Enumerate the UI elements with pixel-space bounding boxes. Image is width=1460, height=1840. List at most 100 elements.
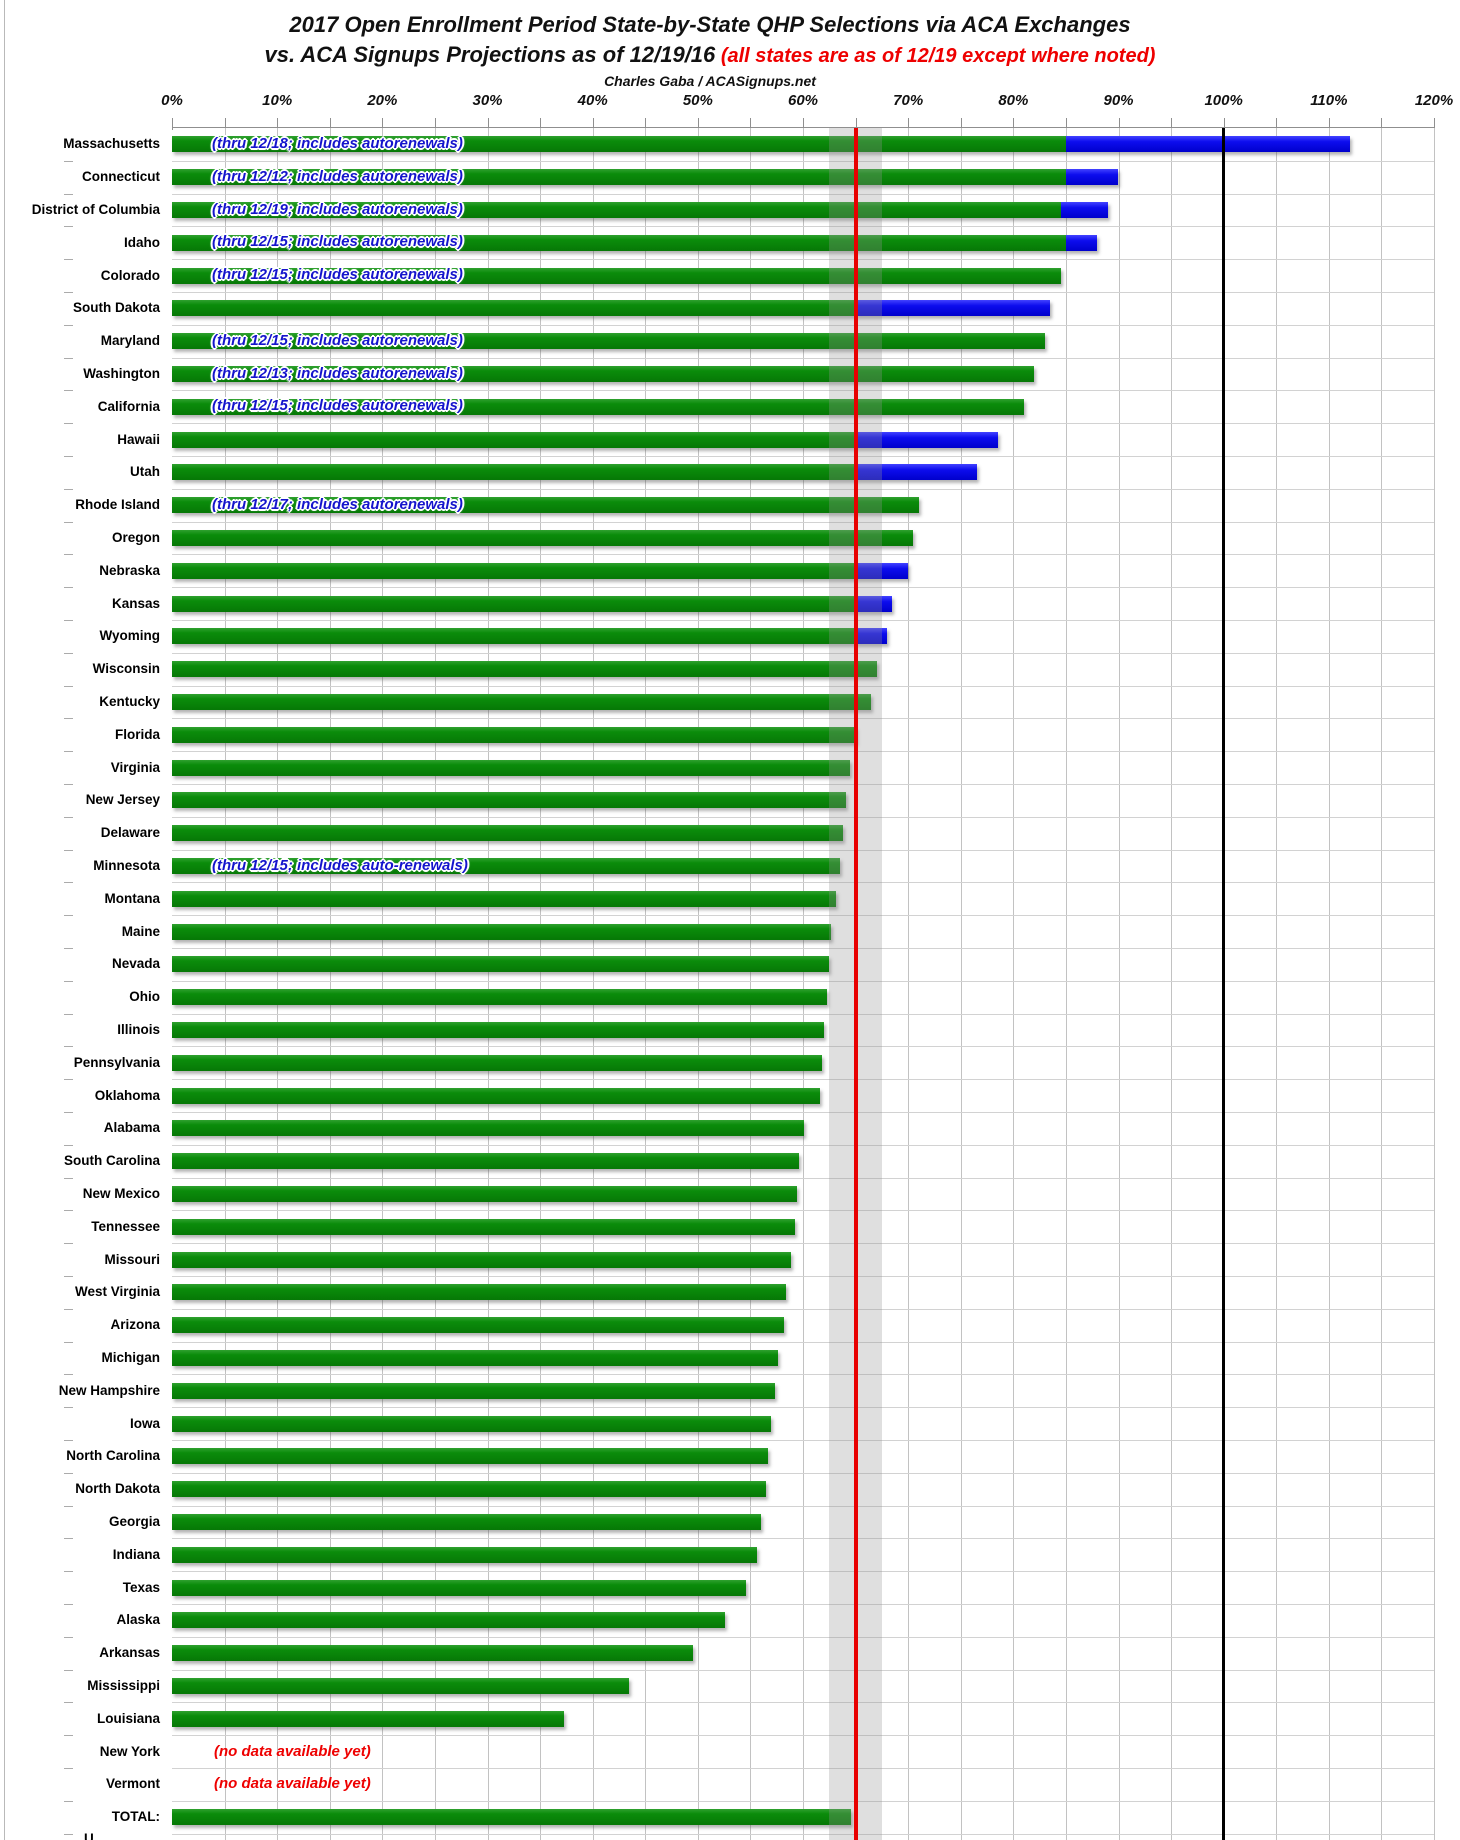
state-label: Minnesota — [93, 858, 160, 873]
x-axis-tick-mark — [1013, 118, 1015, 130]
vertical-gridline — [697, 128, 699, 1840]
state-label: New Mexico — [82, 1186, 160, 1201]
bar-reported — [172, 300, 856, 317]
vertical-gridline — [1381, 128, 1383, 1840]
bar-reported — [172, 1022, 825, 1038]
state-label: Hawaii — [117, 431, 160, 447]
row-boundary-tick — [64, 357, 73, 359]
row-boundary-tick — [64, 685, 73, 687]
x-axis-tick-mark — [1381, 118, 1383, 130]
state-label: Georgia — [108, 1514, 160, 1529]
state-label: Idaho — [124, 234, 160, 250]
row-boundary-gridline — [172, 915, 1434, 917]
x-axis-tick-mark — [908, 118, 910, 130]
row-boundary-gridline — [172, 587, 1434, 589]
x-axis-tick-mark — [1118, 118, 1120, 130]
state-label: South Carolina — [63, 1153, 160, 1169]
x-axis-tick-label: 50% — [682, 92, 713, 109]
row-boundary-tick — [64, 1341, 73, 1343]
row-boundary-tick — [64, 882, 73, 884]
no-data-text: (no data available yet) — [214, 1775, 371, 1793]
bar-reported — [172, 628, 856, 645]
bar-reported — [172, 1186, 797, 1202]
row-boundary-gridline — [172, 751, 1434, 753]
no-data-text: (no data available yet) — [214, 1742, 371, 1760]
state-label: New York — [99, 1743, 160, 1759]
bar-reported — [172, 1710, 565, 1727]
row-boundary-gridline — [172, 1800, 1434, 1802]
bar-note-text: (thru 12/19; includes autorenewals) — [212, 200, 463, 218]
vertical-gridline — [645, 128, 647, 1840]
row-boundary-gridline — [172, 1440, 1434, 1441]
state-label: Pennsylvania — [73, 1054, 160, 1070]
bar-reported — [172, 431, 856, 448]
state-label: Alaska — [116, 1612, 160, 1628]
row-boundary-gridline — [172, 1505, 1434, 1507]
bar-reported — [172, 1579, 747, 1596]
bar-note-text: (thru 12/15; includes autorenewals) — [212, 331, 463, 349]
state-label: Oregon — [111, 530, 160, 545]
bar-reported — [172, 497, 919, 514]
bar-reported — [172, 858, 840, 874]
x-axis-tick-mark — [382, 118, 384, 130]
row-boundary-tick — [64, 1308, 73, 1310]
bar-additional — [855, 595, 893, 612]
state-label: Maine — [121, 923, 160, 939]
row-boundary-gridline — [172, 488, 1434, 490]
x-axis-tick-label: 0% — [161, 92, 183, 109]
row-boundary-tick — [64, 1276, 73, 1277]
bar-reported — [172, 562, 856, 579]
chart-attribution: Charles Gaba / ACASignups.net — [604, 73, 816, 89]
row-boundary-tick — [64, 1768, 73, 1769]
bar-note-text: (thru 12/18; includes autorenewals) — [212, 134, 463, 152]
bar-reported — [172, 464, 856, 481]
bar-additional — [1060, 202, 1108, 218]
row-boundary-gridline — [172, 1112, 1434, 1113]
state-label: Florida — [114, 726, 160, 742]
row-boundary-gridline — [172, 816, 1434, 818]
state-label: Rhode Island — [75, 497, 160, 513]
bar-reported — [172, 890, 836, 907]
vertical-gridline — [803, 128, 804, 1840]
row-boundary-gridline — [172, 357, 1434, 359]
row-boundary-gridline — [172, 1768, 1434, 1769]
state-label: Indiana — [112, 1546, 160, 1562]
x-axis-tick-mark — [960, 118, 962, 130]
row-boundary-gridline — [172, 456, 1434, 457]
bar-reported — [172, 1514, 761, 1530]
vertical-gridline — [540, 128, 542, 1840]
vertical-gridline — [382, 128, 384, 1840]
bar-reported — [172, 1350, 778, 1366]
x-axis-tick-mark — [1065, 118, 1067, 130]
bar-reported — [172, 333, 1045, 350]
state-label: Michigan — [101, 1350, 160, 1365]
row-boundary-tick — [64, 1243, 73, 1245]
x-axis-tick-mark — [172, 118, 173, 130]
state-label: New Jersey — [85, 792, 160, 808]
row-boundary-tick — [64, 816, 73, 818]
row-boundary-gridline — [172, 1374, 1434, 1376]
x-axis-tick-mark — [1434, 118, 1435, 130]
x-axis-tick-mark — [1171, 118, 1173, 130]
bar-reported — [172, 398, 1024, 415]
state-label: Nebraska — [99, 562, 160, 578]
x-axis-tick-label: 70% — [893, 92, 924, 109]
row-boundary-tick — [64, 718, 73, 720]
state-label: TOTAL: — [111, 1809, 160, 1825]
row-boundary-tick — [64, 784, 73, 785]
row-boundary-tick — [64, 423, 73, 425]
bar-reported — [172, 530, 914, 546]
row-boundary-gridline — [172, 882, 1434, 884]
bar-additional — [855, 562, 909, 579]
row-boundary-tick — [64, 259, 73, 261]
state-label: Wyoming — [99, 628, 161, 644]
state-label: Delaware — [100, 825, 160, 841]
state-label: Texas — [122, 1579, 160, 1595]
row-boundary-gridline — [172, 1702, 1434, 1704]
x-axis-tick-label: 40% — [577, 92, 608, 109]
bar-reported — [172, 1317, 785, 1334]
chart-left-border — [4, 0, 5, 1840]
row-boundary-gridline — [172, 1046, 1434, 1048]
bar-reported — [172, 595, 856, 612]
bar-reported — [172, 1251, 792, 1268]
